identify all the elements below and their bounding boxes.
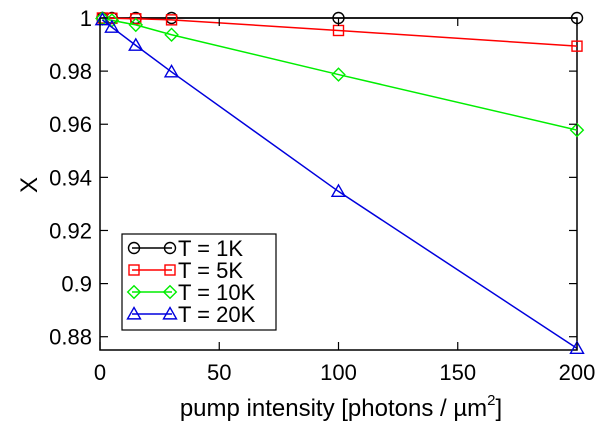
x-tick-label: 0 <box>94 360 106 385</box>
legend-marker <box>126 284 142 300</box>
series-line <box>102 17 578 131</box>
data-point <box>165 14 178 26</box>
data-point <box>128 37 144 51</box>
data-point <box>330 183 347 198</box>
data-point <box>571 40 583 52</box>
legend-label: T = 20K <box>178 302 256 327</box>
legend-marker <box>163 241 177 255</box>
x-axis-title-end: ] <box>495 395 502 422</box>
legend-label: T = 5K <box>178 258 243 283</box>
x-axis-title-main: pump intensity [photons / µm <box>180 395 487 422</box>
y-tick-label: 0.94 <box>49 165 92 190</box>
x-tick-label: 50 <box>207 360 231 385</box>
data-point <box>569 340 585 354</box>
legend-marker <box>128 264 140 276</box>
y-tick-label: 0.92 <box>49 218 92 243</box>
data-point <box>569 122 585 138</box>
data-point <box>94 11 111 26</box>
series-line <box>102 17 578 47</box>
series-line <box>101 19 578 350</box>
x-axis-title-superscript: 2 <box>487 392 495 409</box>
y-tick-label: 0.9 <box>61 272 92 297</box>
legend-marker <box>164 264 176 276</box>
data-point <box>128 17 144 33</box>
data-point <box>130 13 142 25</box>
legend-marker <box>162 284 178 300</box>
data-point <box>104 19 120 33</box>
x-tick-label: 200 <box>559 360 596 385</box>
data-point <box>163 64 180 78</box>
legend-label: T = 1K <box>178 236 243 261</box>
x-axis-title: pump intensity [photons / µm2] <box>180 392 502 422</box>
legend-item: T = 5K <box>128 258 243 283</box>
legend-item: T = 20K <box>126 302 256 327</box>
x-tick-label: 150 <box>439 360 476 385</box>
legend-item: T = 1K <box>127 236 243 261</box>
y-tick-label: 0.98 <box>49 59 92 84</box>
legend-label: T = 10K <box>178 280 256 305</box>
legend-marker <box>126 306 142 320</box>
series-4 <box>94 11 585 354</box>
y-tick-label: 1 <box>80 6 92 31</box>
data-point <box>164 27 179 43</box>
y-tick-label: 0.96 <box>49 112 92 137</box>
legend-marker <box>127 241 141 255</box>
legend-item: T = 10K <box>126 280 256 305</box>
legend-marker <box>162 306 178 320</box>
series-1 <box>96 11 584 25</box>
x-tick-label: 100 <box>320 360 357 385</box>
y-axis-title: X <box>16 177 43 193</box>
data-point <box>331 67 346 82</box>
y-tick-label: 0.88 <box>49 325 92 350</box>
